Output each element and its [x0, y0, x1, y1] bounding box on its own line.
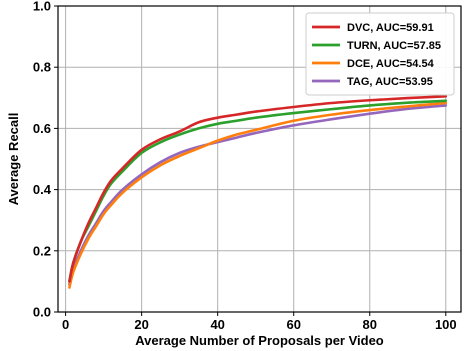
series-line-1 — [68, 94, 448, 283]
y-tick-label: 0.8 — [33, 60, 51, 75]
y-tick-labels: 0.0 0.2 0.4 0.6 0.8 1.0 — [33, 0, 58, 320]
y-axis-title: Average Recall — [6, 113, 21, 206]
legend-label: TAG, AUC=53.95 — [347, 76, 433, 88]
y-tick-label: 0.0 — [33, 305, 51, 320]
y-tick-label: 0.6 — [33, 121, 51, 136]
series-lines — [68, 94, 448, 289]
y-tick-label: 0.4 — [33, 182, 52, 197]
x-tick-label: 60 — [286, 317, 300, 332]
y-tick-label: 1.0 — [33, 0, 51, 14]
x-tick-label: 80 — [363, 317, 377, 332]
x-axis-title: Average Number of Proposals per Video — [135, 333, 384, 348]
series-line-3 — [68, 101, 448, 289]
series-line-2 — [68, 99, 448, 283]
plot-frame — [57, 5, 462, 313]
series-line-4 — [68, 104, 448, 286]
legend-label: DVC, AUC=59.91 — [347, 22, 434, 34]
legend-box — [305, 12, 455, 96]
x-tick-labels: 0 20 40 60 80 100 — [62, 312, 457, 332]
x-tick-label: 0 — [62, 317, 69, 332]
legend-label: DCE, AUC=54.54 — [347, 58, 435, 70]
legend: DVC, AUC=59.91 TURN, AUC=57.85 DCE, AUC=54… — [305, 12, 455, 96]
y-tick-label: 0.2 — [33, 243, 51, 258]
x-tick-label: 100 — [435, 317, 457, 332]
x-tick-label: 20 — [134, 317, 148, 332]
legend-label: TURN, AUC=57.85 — [347, 40, 441, 52]
x-tick-label: 40 — [210, 317, 224, 332]
